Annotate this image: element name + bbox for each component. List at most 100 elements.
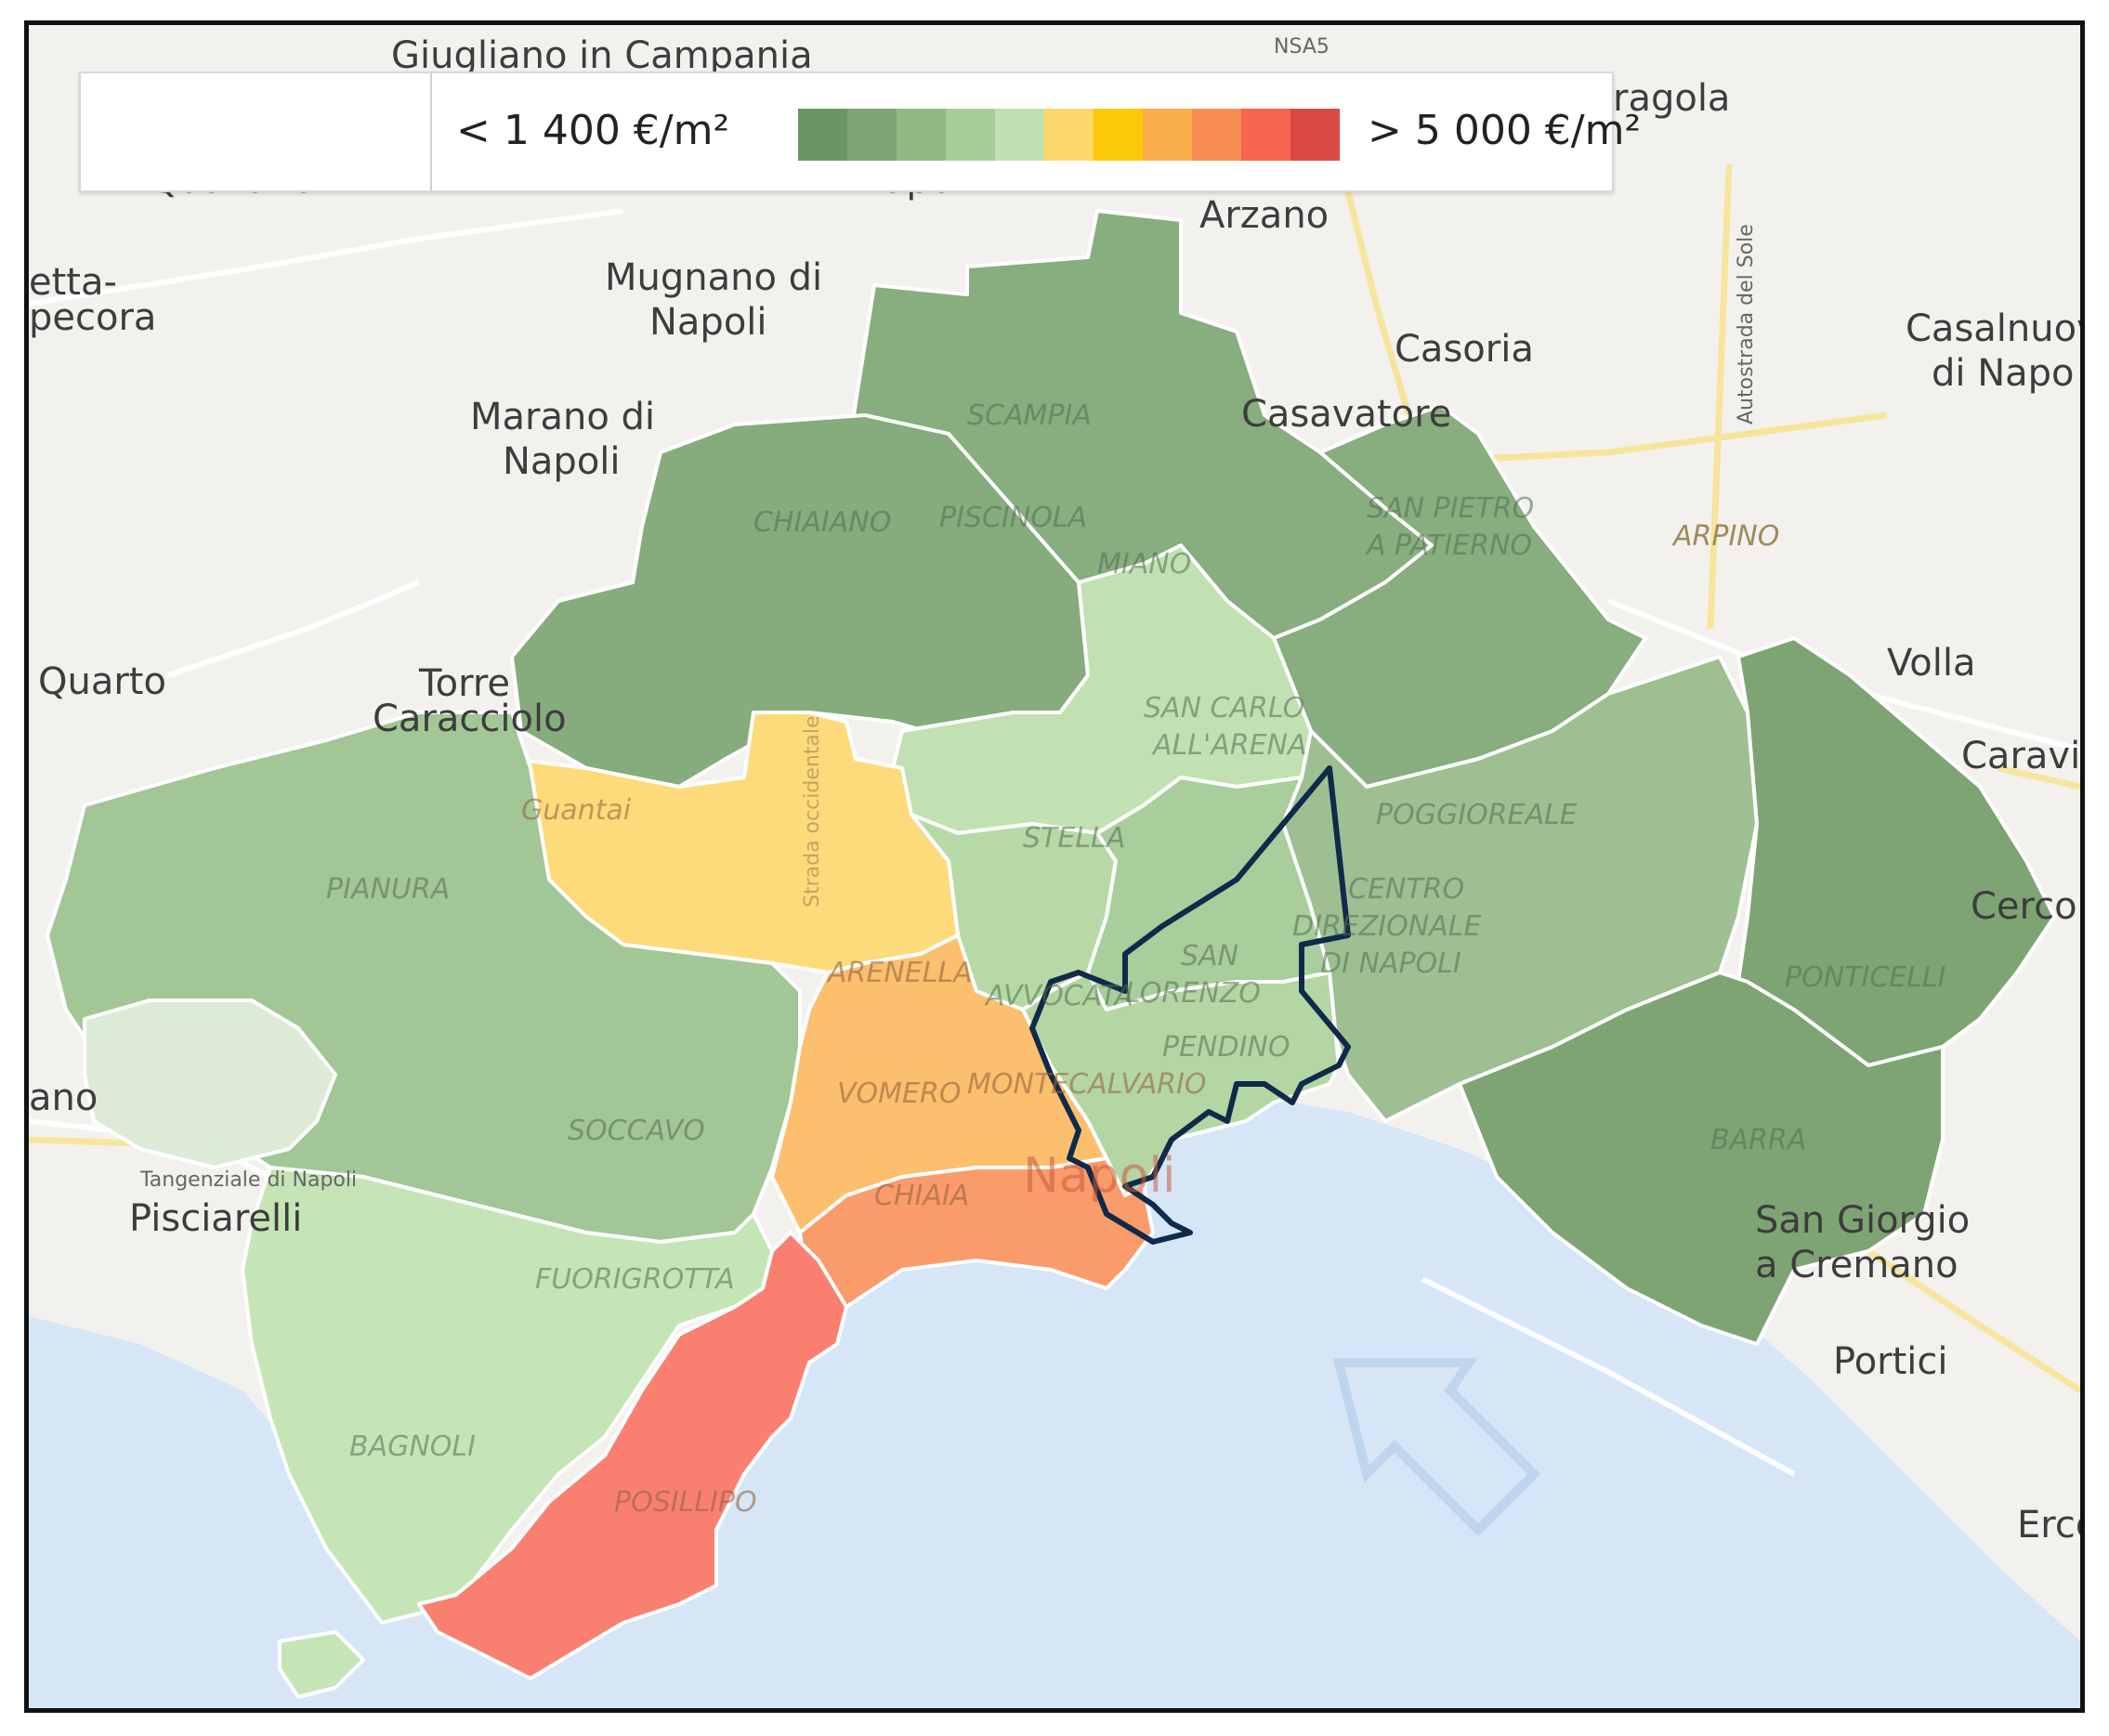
label-centro-dir-line1: CENTRO	[1348, 873, 1464, 906]
road-labels: Autostrada del Sole Tangenziale di Napol…	[139, 35, 1758, 1192]
label-san-carlo: SAN CARLO ALL'ARENA	[1144, 692, 1314, 762]
label-torre-line2: Caracciolo	[373, 698, 567, 740]
district-nisida[interactable]	[278, 1630, 365, 1699]
district-labels: SCAMPIA CHIAIANO PISCINOLA MIANO SAN PIE…	[326, 399, 1946, 1519]
label-san-carlo-line2: ALL'ARENA	[1151, 729, 1306, 762]
label-quarto: Quarto	[38, 660, 166, 703]
label-villaricca-line1: etta-	[29, 261, 117, 304]
label-autostrada: Autostrada del Sole	[1735, 224, 1758, 424]
label-torre-line1: Torre	[418, 662, 510, 705]
label-chiaiano: CHIAIANO	[753, 506, 891, 539]
label-guantai: Guantai	[521, 794, 632, 827]
label-casoria: Casoria	[1395, 328, 1534, 371]
label-portici: Portici	[1833, 1340, 1948, 1383]
label-mugnano: Mugnano di Napoli	[605, 256, 834, 344]
label-pozzuoli: ano	[29, 1077, 98, 1119]
label-villaricca: etta- pecora	[29, 261, 156, 339]
label-san-giorgio-line1: San Giorgio	[1755, 1199, 1970, 1242]
label-caravita: Caravit	[1961, 735, 2080, 777]
label-san-lorenzo: SAN LORENZO	[1125, 940, 1261, 1010]
price-legend: < 1 400 €/m² > 5 000 €/m²	[79, 72, 1641, 192]
label-miano: MIANO	[1097, 548, 1191, 581]
label-tangenziale: Tangenziale di Napoli	[139, 1168, 357, 1192]
district-ponticelli[interactable]	[1736, 636, 2056, 1067]
label-giugliano: Giugliano in Campania	[391, 34, 813, 77]
legend-swatch-7	[1094, 109, 1143, 161]
legend-swatch-10	[1241, 109, 1290, 161]
label-centro-dir-line2: DIREZIONALE	[1292, 910, 1481, 943]
map-canvas[interactable]: Giugliano in Campania Qualiano Napoli ra…	[29, 25, 2080, 1708]
label-ponticelli: PONTICELLI	[1785, 961, 1946, 994]
label-strada-occidentale: Strada occidentale	[801, 715, 824, 907]
label-arpino: ARPINO	[1671, 520, 1779, 553]
label-san-giorgio: San Giorgio a Cremano	[1755, 1199, 1982, 1286]
label-villaricca-line2: pecora	[29, 296, 156, 339]
label-san-pietro-line1: SAN PIETRO	[1367, 492, 1534, 525]
label-stella: STELLA	[1023, 822, 1125, 855]
label-arzano: Arzano	[1199, 194, 1329, 237]
label-casalnuovo: Casalnuov di Napo	[1906, 307, 2080, 395]
district-bagnoli-top[interactable]	[83, 999, 337, 1169]
label-piscinola: PISCINOLA	[939, 502, 1087, 534]
label-centro-dir: CENTRO DIREZIONALE DI NAPOLI	[1292, 873, 1490, 980]
legend-swatch-9	[1192, 109, 1241, 161]
label-napoli-center: Napoli	[1023, 1148, 1175, 1204]
label-marano-line2: Napoli	[503, 440, 621, 483]
label-casalnuovo-line2: di Napo	[1932, 352, 2075, 395]
label-san-lorenzo-line1: SAN	[1181, 940, 1238, 972]
label-chiaia: CHIAIA	[874, 1180, 969, 1212]
label-bagnoli: BAGNOLI	[349, 1430, 476, 1463]
legend-swatch-6	[1044, 109, 1094, 161]
label-casalnuovo-line1: Casalnuov	[1906, 307, 2080, 350]
label-montecalvario: MONTECALVARIO	[967, 1068, 1207, 1101]
label-poggioreale: POGGIOREALE	[1376, 799, 1578, 831]
label-torre: Torre Caracciolo	[373, 662, 567, 740]
label-posillipo: POSILLIPO	[614, 1486, 757, 1519]
label-scampia: SCAMPIA	[967, 399, 1092, 432]
district-fuorigrotta[interactable]	[241, 1166, 774, 1625]
legend-swatch-11	[1290, 109, 1340, 161]
label-san-carlo-line1: SAN CARLO	[1144, 692, 1304, 724]
district-posillipo[interactable]	[417, 1231, 848, 1680]
legend-swatch-2	[847, 109, 897, 161]
label-afragola: ragola	[1613, 77, 1730, 120]
district-layer	[46, 209, 2056, 1699]
watermark-arrow-icon	[1332, 1358, 1541, 1537]
label-centro-dir-line3: DI NAPOLI	[1320, 947, 1461, 980]
label-pianura: PIANURA	[326, 873, 450, 906]
label-fuorigrotta: FUORIGROTTA	[535, 1263, 735, 1296]
label-ercolano: Erco	[2017, 1504, 2080, 1547]
legend-color-scale	[798, 109, 1340, 161]
label-marano: Marano di Napoli	[470, 396, 667, 483]
label-barra: BARRA	[1710, 1124, 1806, 1156]
label-san-pietro: SAN PIETRO A PATIERNO	[1365, 492, 1543, 562]
legend-blank-panel	[81, 73, 432, 190]
map-frame: Giugliano in Campania Qualiano Napoli ra…	[24, 20, 2085, 1713]
district-barra[interactable]	[1458, 971, 1945, 1346]
label-vomero: VOMERO	[837, 1077, 961, 1110]
label-avvocata: AVVOCATA	[984, 980, 1133, 1012]
district-chiaiano[interactable]	[510, 413, 1090, 789]
legend-swatch-3	[897, 109, 946, 161]
label-pisciarelli: Pisciarelli	[129, 1197, 302, 1240]
legend-swatch-8	[1143, 109, 1192, 161]
label-pendino: PENDINO	[1162, 1031, 1290, 1064]
label-san-pietro-line2: A PATIERNO	[1365, 529, 1532, 562]
label-san-giorgio-line2: a Cremano	[1755, 1244, 1958, 1286]
label-san-lorenzo-line2: LORENZO	[1125, 977, 1261, 1010]
label-mugnano-line1: Mugnano di	[605, 256, 822, 299]
label-marano-line1: Marano di	[470, 396, 655, 438]
legend-min-label: < 1 400 €/m²	[456, 107, 730, 154]
label-arenella: ARENELLA	[826, 957, 973, 989]
place-labels: Giugliano in Campania Qualiano Napoli ra…	[29, 34, 2080, 1547]
district-centro-storico[interactable]	[1021, 971, 1341, 1197]
label-mugnano-line2: Napoli	[649, 301, 767, 344]
selected-district-outline[interactable]	[1029, 765, 1351, 1245]
legend-swatch-5	[995, 109, 1044, 161]
label-volla: Volla	[1887, 642, 1975, 685]
label-nsa: NSA5	[1274, 35, 1330, 59]
legend-swatch-4	[946, 109, 995, 161]
label-soccavo: SOCCAVO	[568, 1115, 705, 1147]
label-cercola: Cerco	[1971, 885, 2077, 928]
label-casavatore: Casavatore	[1241, 393, 1451, 436]
